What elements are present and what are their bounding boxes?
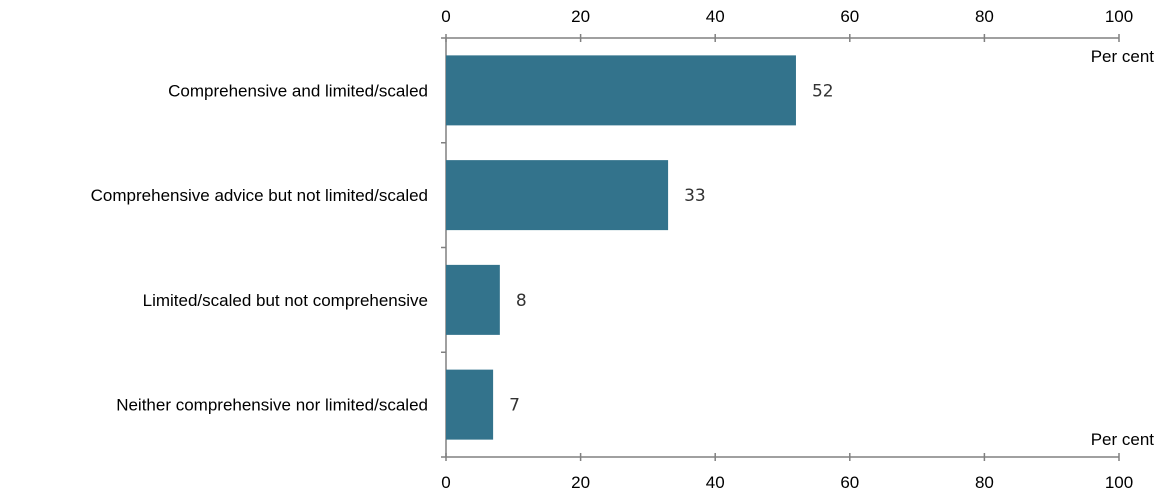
category-label: Neither comprehensive nor limited/scaled bbox=[116, 396, 428, 415]
category-label: Comprehensive advice but not limited/sca… bbox=[91, 186, 428, 205]
x-tick-label-top: 40 bbox=[706, 7, 725, 26]
x-tick-label-bottom: 40 bbox=[706, 473, 725, 492]
x-tick-label-top: 60 bbox=[840, 7, 859, 26]
bar bbox=[446, 264, 500, 335]
x-tick-label-bottom: 100 bbox=[1105, 473, 1133, 492]
x-tick-label-bottom: 20 bbox=[571, 473, 590, 492]
bar bbox=[446, 369, 494, 440]
data-label: 7 bbox=[509, 396, 520, 416]
x-tick-label-top: 20 bbox=[571, 7, 590, 26]
unit-label-bottom: Per cent bbox=[1091, 430, 1155, 449]
category-label: Comprehensive and limited/scaled bbox=[168, 81, 428, 100]
unit-label-top: Per cent bbox=[1091, 47, 1155, 66]
x-tick-label-bottom: 80 bbox=[975, 473, 994, 492]
x-tick-label-top: 100 bbox=[1105, 7, 1133, 26]
x-tick-label-top: 80 bbox=[975, 7, 994, 26]
bar bbox=[446, 160, 669, 231]
data-label: 33 bbox=[684, 186, 706, 206]
bar bbox=[446, 55, 796, 126]
category-label: Limited/scaled but not comprehensive bbox=[143, 291, 428, 310]
chart-labels: 0 0 20 20 40 40 60 60 80 80 100 100 52 Comprehensive … bbox=[91, 7, 1134, 492]
data-label: 8 bbox=[516, 291, 527, 311]
x-tick-label-bottom: 0 bbox=[441, 473, 450, 492]
x-tick-label-top: 0 bbox=[441, 7, 450, 26]
x-tick-label-bottom: 60 bbox=[840, 473, 859, 492]
chart-bars bbox=[446, 55, 796, 440]
data-label: 52 bbox=[812, 81, 834, 101]
